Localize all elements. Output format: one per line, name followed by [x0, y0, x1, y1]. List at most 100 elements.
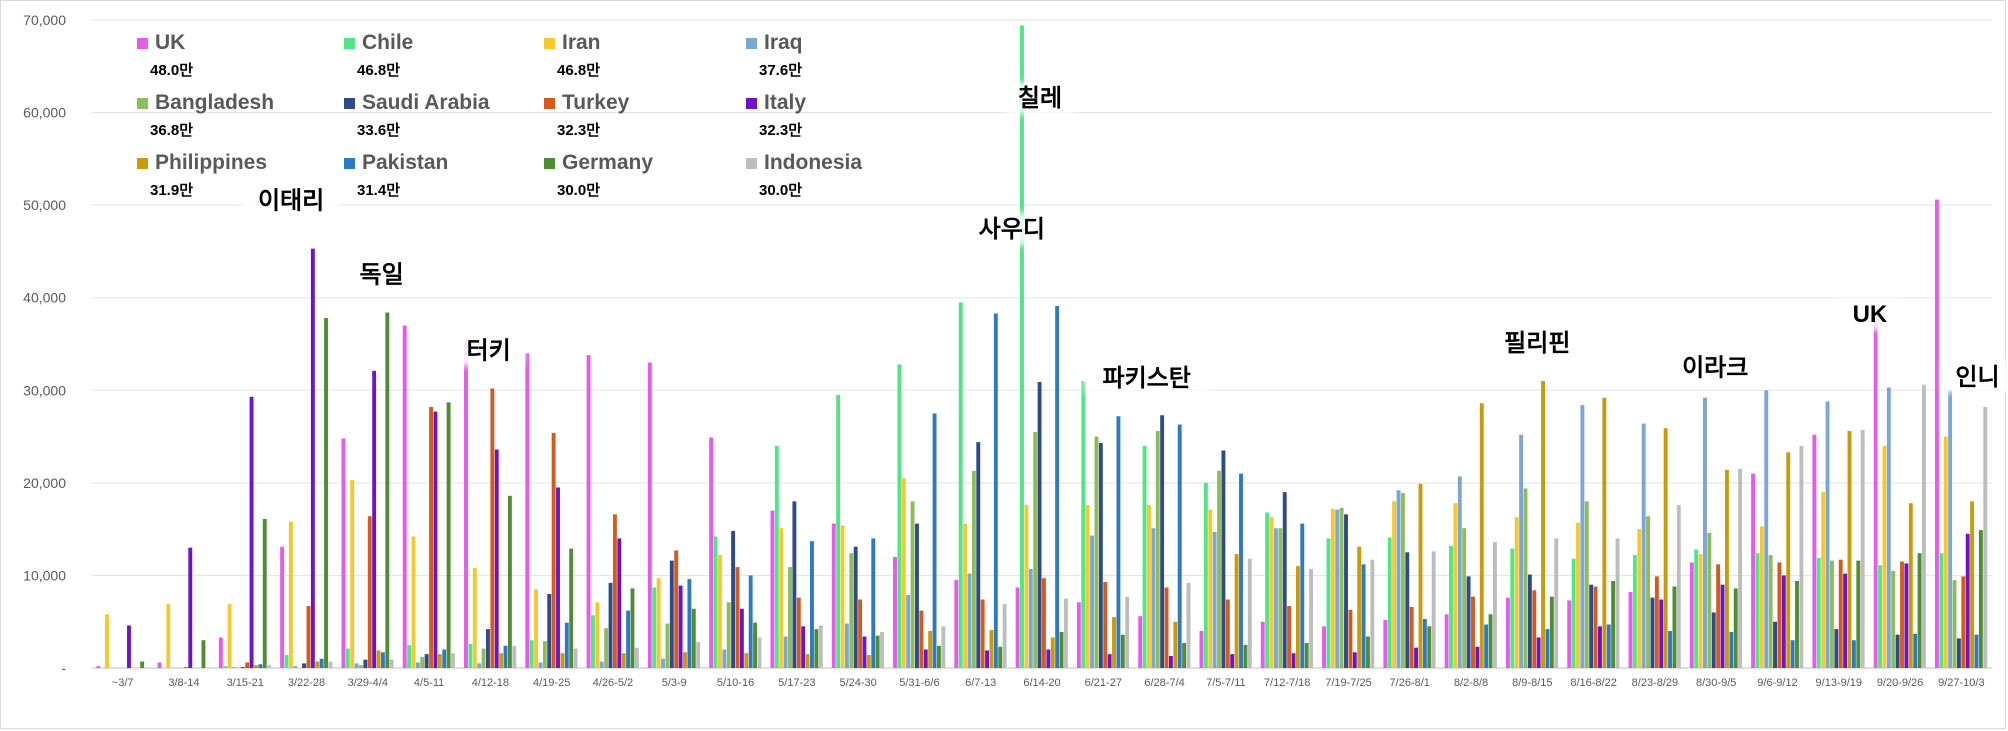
bar-iran [1147, 505, 1151, 668]
bar-bangladesh [1462, 528, 1467, 668]
bar-germany [1917, 553, 1922, 668]
bar-philippines [1602, 397, 1607, 668]
bar-italy [1843, 573, 1848, 668]
bar-italy [1659, 599, 1664, 668]
bar-uk [1076, 602, 1081, 668]
bar-bangladesh [542, 641, 547, 668]
annotation-backdrop [1941, 360, 2008, 393]
bar-pakistan [503, 645, 508, 668]
legend-total: 32.3만 [557, 122, 600, 139]
bar-indonesia [757, 637, 762, 668]
bar-germany [1611, 580, 1616, 668]
bar-saudi-arabia [1956, 638, 1961, 668]
bar-bangladesh [359, 665, 363, 668]
bar-chile [1571, 558, 1576, 668]
bar-italy [985, 650, 989, 668]
bar-pakistan [871, 538, 876, 668]
bar-indonesia [573, 648, 578, 668]
bar-uk [1505, 597, 1510, 668]
legend-total: 30.0만 [557, 182, 600, 199]
legend-label: Chile [362, 31, 413, 54]
bar-bangladesh [1094, 436, 1099, 668]
annotation-backdrop [242, 184, 341, 217]
bar-iran [1759, 526, 1764, 668]
bar-iraq [1580, 405, 1585, 668]
bar-turkey [1532, 590, 1537, 668]
bar-iraq [1151, 528, 1156, 668]
bar-iraq [1273, 528, 1278, 668]
x-tick-label: 3/8-14 [168, 677, 199, 689]
legend-swatch [344, 38, 355, 49]
bar-germany [507, 495, 512, 668]
bar-iraq [722, 649, 727, 668]
legend-swatch [544, 98, 555, 109]
bar-turkey [1838, 559, 1843, 668]
bar-indonesia [1492, 542, 1497, 668]
bar-philippines [989, 630, 994, 668]
bar-chile [1081, 381, 1086, 668]
bar-italy [188, 547, 193, 668]
bar-uk [1873, 307, 1878, 668]
legend-label: Pakistan [362, 151, 448, 174]
bar-bangladesh [420, 656, 425, 668]
bar-uk [1383, 619, 1388, 668]
bar-germany [1366, 636, 1370, 668]
bar-iran [1637, 529, 1642, 668]
bar-italy [1965, 533, 1970, 668]
x-tick-label: 4/19-25 [533, 677, 570, 689]
annotation-label: 인니 [1955, 364, 1999, 391]
bar-saudi-arabia [792, 501, 797, 668]
bar-bangladesh [910, 501, 915, 668]
bar-philippines [866, 655, 871, 668]
bar-iran [1943, 436, 1948, 668]
bar-turkey [1042, 578, 1046, 668]
legend-total: 32.3만 [759, 122, 802, 139]
x-tick-label: 3/29-4/4 [348, 677, 388, 689]
bar-pakistan [1606, 624, 1611, 668]
bar-iran [595, 602, 600, 668]
bar-iraq [1396, 490, 1401, 668]
bar-italy [862, 636, 867, 668]
bar-saudi-arabia [1527, 574, 1532, 668]
bar-uk [586, 355, 591, 668]
bar-chile [1203, 482, 1208, 668]
y-axis: - 10,000 20,000 30,000 40,000 50,000 60,000 70,… [23, 12, 66, 676]
annotation-backdrop [452, 334, 525, 367]
bar-turkey [796, 597, 801, 668]
legend-label: Germany [562, 151, 653, 174]
bar-italy [1904, 563, 1909, 668]
x-tick-label: 4/5-11 [414, 677, 444, 689]
bar-germany [1672, 586, 1677, 668]
bar-saudi-arabia [1650, 597, 1655, 668]
bars-layer [96, 25, 1988, 669]
bar-turkey [1164, 587, 1169, 668]
x-tick-label: 5/17-23 [778, 677, 815, 689]
bar-italy [310, 248, 315, 668]
bar-indonesia [1431, 551, 1436, 668]
bar-chile [468, 643, 473, 668]
bar-uk [525, 353, 530, 668]
bar-uk [1015, 587, 1020, 668]
legend-swatch [544, 38, 555, 49]
x-axis: ~3/7 3/8-14 3/15-21 3/22-28 3/29-4/4 4/5-11 4/… [112, 677, 1985, 689]
bar-pakistan [1790, 640, 1795, 668]
legend-swatch [137, 38, 148, 49]
bar-uk [1322, 626, 1326, 668]
bar-indonesia [451, 653, 455, 668]
bar-germany [1488, 614, 1493, 668]
bar-indonesia [1002, 604, 1007, 668]
bar-chile [284, 655, 289, 668]
y-tick-label: 20,000 [23, 475, 66, 491]
bar-bangladesh [604, 628, 609, 668]
legend-total: 48.0만 [150, 62, 193, 79]
x-tick-label: 5/31-6/6 [899, 677, 939, 689]
bar-chile [223, 666, 228, 668]
bar-uk [709, 437, 714, 668]
bar-philippines [621, 653, 626, 668]
bar-turkey [1409, 606, 1414, 668]
bar-germany [1856, 560, 1861, 668]
bar-indonesia [696, 642, 701, 668]
bar-saudi-arabia [853, 546, 858, 668]
bar-uk [464, 342, 468, 668]
legend-total: 46.8만 [357, 62, 400, 79]
